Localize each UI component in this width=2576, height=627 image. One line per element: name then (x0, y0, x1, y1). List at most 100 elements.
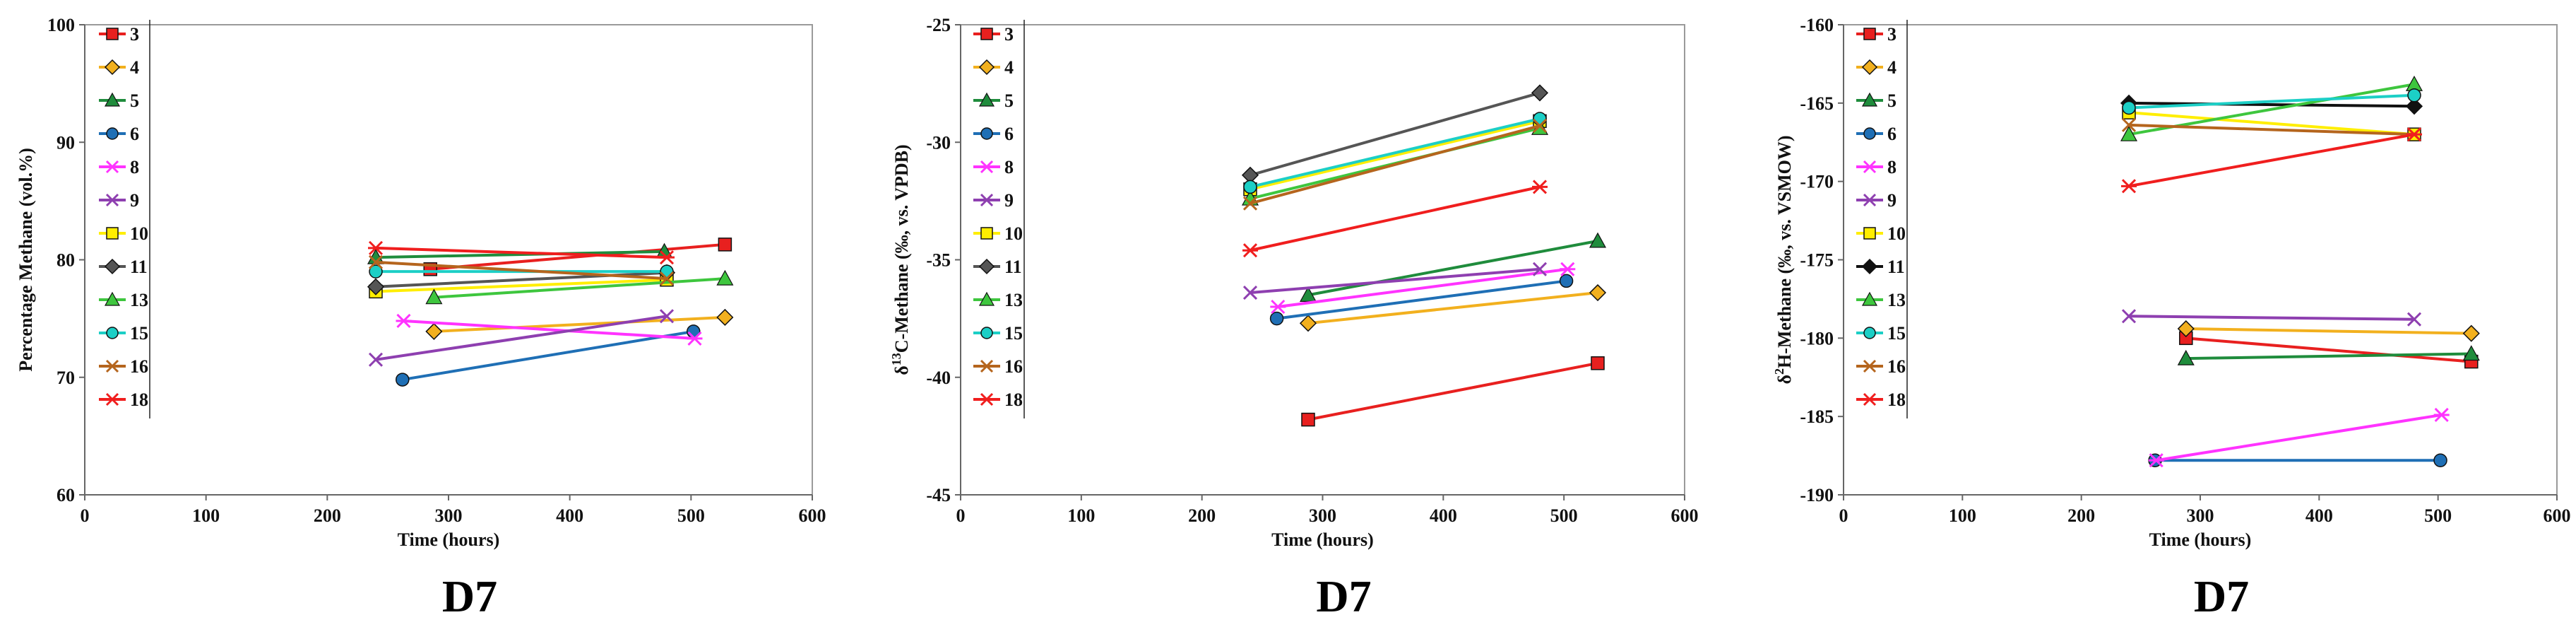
legend-label-10: 10 (1004, 223, 1023, 244)
legend-marker-5 (1861, 92, 1878, 107)
x-tick-label: 200 (1188, 505, 1216, 526)
data-point-series-18 (1532, 180, 1548, 194)
legend-marker-16 (980, 359, 994, 373)
legend-label-13: 13 (130, 290, 148, 310)
series-line-15 (2128, 93, 2415, 110)
y-tick-label: -160 (1800, 15, 1834, 35)
y-tick-label: -180 (1800, 328, 1834, 348)
legend-label-15: 15 (130, 323, 148, 344)
legend-marker-3 (106, 28, 119, 40)
plot-frame (960, 24, 1685, 496)
data-point-series-8 (1270, 299, 1286, 315)
series-line-9 (2128, 315, 2415, 321)
x-tick-label: 500 (2424, 505, 2452, 526)
legend-marker-13 (1861, 291, 1878, 306)
legend-marker-3 (1863, 28, 1876, 40)
x-axis-title: Time (hours) (2149, 529, 2252, 550)
legend-label-16: 16 (1887, 356, 1906, 377)
legend-marker-13 (978, 291, 995, 306)
series-line-3 (1307, 361, 1598, 421)
y-axis-title: Percentage Methane (vol.%) (16, 148, 36, 371)
legend-label-18: 18 (130, 389, 148, 410)
data-point-series-6 (396, 373, 410, 387)
x-tick-label: 100 (192, 505, 220, 526)
x-tick-label: 400 (556, 505, 583, 526)
y-tick-label: -165 (1800, 93, 1834, 114)
y-tick-label: -190 (1800, 485, 1834, 505)
series-line-16 (375, 260, 667, 281)
legend-label-4: 4 (1887, 57, 1897, 78)
legend-marker-11 (1861, 258, 1878, 275)
y-tick-label: -170 (1800, 172, 1834, 192)
y-axis-title: δ2H-Methane (‰, vs. VSMOW) (1772, 135, 1795, 384)
x-tick-label: 300 (2187, 505, 2214, 526)
x-tick-label: 300 (435, 505, 463, 526)
legend-marker-9 (1863, 193, 1877, 207)
chart-panel-2: 0 100 200 300 400 500 600 -45 -40 -35 -30 -25 Time (… (889, 15, 1699, 621)
data-point-series-15 (1243, 180, 1257, 194)
legend-label-16: 16 (130, 356, 148, 377)
legend-label-6: 6 (130, 124, 139, 144)
legend-marker-8 (980, 160, 994, 174)
x-tick-label: 200 (314, 505, 341, 526)
y-tick-label: -25 (926, 15, 951, 35)
x-tick-label: 0 (1839, 505, 1848, 526)
legend-label-16: 16 (1004, 356, 1023, 377)
y-tick-label: -40 (926, 368, 951, 388)
series-line-16 (1250, 124, 1541, 205)
data-point-series-18 (2406, 127, 2422, 142)
data-point-series-18 (659, 250, 675, 265)
series-line-6 (402, 329, 694, 382)
legend-label-8: 8 (1004, 157, 1014, 177)
legend-label-3: 3 (1887, 24, 1897, 45)
data-point-series-13 (425, 288, 443, 305)
series-line-10 (2128, 111, 2415, 136)
x-tick-label: 600 (2544, 505, 2571, 526)
data-point-series-15 (2122, 100, 2136, 115)
data-point-series-18 (1242, 243, 1258, 258)
y-tick-label: 60 (57, 485, 75, 505)
x-tick-label: 600 (1671, 505, 1699, 526)
legend-label-9: 9 (130, 190, 139, 211)
data-point-series-8 (687, 331, 703, 346)
data-point-series-15 (369, 264, 383, 279)
data-point-series-15 (2407, 88, 2421, 102)
series-line-13 (434, 277, 725, 299)
data-point-series-3 (718, 238, 732, 252)
data-point-series-5 (1589, 232, 1607, 248)
data-point-series-8 (2433, 407, 2450, 423)
plot-frame (84, 24, 813, 496)
series-line-11 (1250, 91, 1541, 177)
legend-marker-8 (1863, 160, 1877, 174)
data-point-series-15 (1533, 112, 1547, 126)
y-tick-label: -185 (1800, 406, 1834, 427)
series-line-11 (2128, 101, 2415, 108)
legend-marker-18 (105, 392, 119, 406)
y-tick-label: -45 (926, 485, 951, 505)
x-tick-label: 300 (1309, 505, 1336, 526)
legend-marker-6 (1863, 127, 1876, 140)
legend-marker-10 (980, 227, 993, 240)
series-line-4 (1307, 291, 1598, 325)
legend-label-5: 5 (1887, 90, 1897, 111)
data-point-series-13 (2120, 125, 2138, 141)
legend-marker-10 (106, 227, 119, 240)
legend-marker-10 (1863, 227, 1876, 240)
data-point-series-16 (659, 271, 675, 286)
series-line-3 (430, 242, 725, 271)
y-tick-label: 100 (47, 15, 75, 35)
data-point-series-5 (367, 248, 385, 264)
legend-label-15: 15 (1004, 323, 1023, 344)
legend-label-9: 9 (1887, 190, 1897, 211)
legend-label-5: 5 (1004, 90, 1014, 111)
legend-marker-11 (978, 258, 995, 275)
legend-label-3: 3 (130, 24, 139, 45)
x-axis-title: Time (hours) (1271, 529, 1374, 550)
series-line-5 (1307, 239, 1598, 297)
series-line-16 (2128, 123, 2415, 136)
series-line-15 (1250, 117, 1541, 189)
x-axis-title: Time (hours) (398, 529, 500, 550)
legend-marker-9 (105, 193, 119, 207)
x-tick-label: 0 (81, 505, 90, 526)
data-point-series-9 (1532, 262, 1548, 276)
